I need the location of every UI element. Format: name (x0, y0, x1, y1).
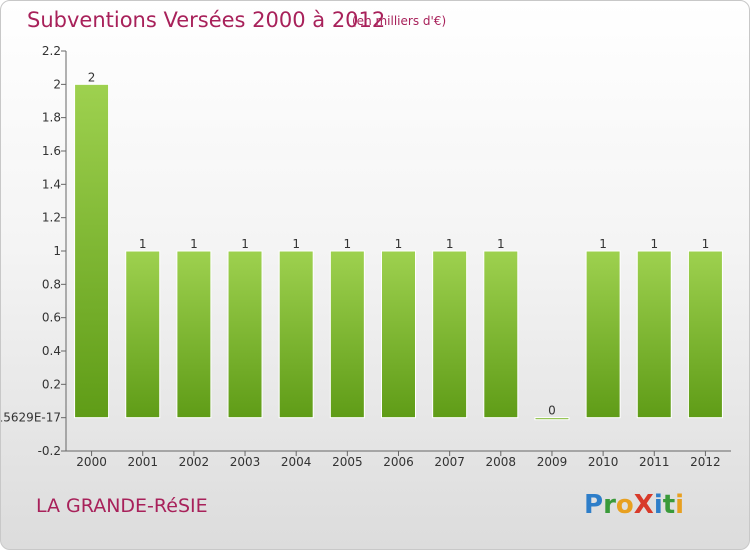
x-tick-label: 2000 (76, 455, 107, 469)
logo-letter: t (662, 490, 676, 520)
bar-2011[interactable] (636, 250, 672, 419)
bar-value-label: 2 (88, 70, 96, 84)
x-tick-label: 2004 (281, 455, 312, 469)
bar-2007[interactable] (432, 250, 468, 419)
y-tick-label: -15629E-17 (1, 411, 61, 425)
bar-value-label: 1 (344, 237, 352, 251)
y-tick-label: 2 (53, 77, 61, 91)
chart-unit-label: (en milliers d'€) (352, 14, 447, 28)
y-tick-label: 1.4 (42, 177, 61, 191)
bar-value-label: 1 (446, 237, 454, 251)
bar-value-label: 0 (548, 404, 556, 418)
bar-2010[interactable] (585, 250, 621, 419)
logo-letter: o (615, 490, 634, 520)
x-tick-label: 2012 (690, 455, 721, 469)
commune-name: LA GRANDE-RéSIE (36, 495, 208, 517)
x-tick-label: 2011 (639, 455, 670, 469)
logo-letter: X (633, 490, 654, 520)
x-tick-label: 2007 (434, 455, 465, 469)
bar-2000[interactable] (74, 83, 110, 419)
bar-value-label: 1 (395, 237, 403, 251)
bar-2009[interactable] (534, 417, 570, 421)
bar-2012[interactable] (687, 250, 723, 419)
bar-2005[interactable] (329, 250, 365, 419)
x-tick-label: 2005 (332, 455, 363, 469)
y-tick-label: 2.2 (42, 44, 61, 58)
bar-value-label: 1 (497, 237, 505, 251)
bars (74, 83, 723, 421)
x-tick-label: 2003 (230, 455, 261, 469)
x-tick-label: 2002 (179, 455, 210, 469)
y-tick-label: 0.4 (42, 344, 61, 358)
axes: -0.2 -15629E-17 0.2 0.4 0.6 0.8 1 1.2 1.4 1.6 1.8 2… (1, 44, 731, 458)
bar-2003[interactable] (227, 250, 263, 419)
bar-value-label: 1 (650, 237, 658, 251)
labels: 2000 2 2001 1 2002 1 2003 1 2004 1 2005 1 2006 1 2007 1… (76, 70, 720, 469)
bar-value-label: 1 (292, 237, 300, 251)
y-tick-label: -0.2 (38, 444, 61, 458)
chart-title: Subventions Versées 2000 à 2012 (27, 8, 386, 32)
x-tick-label: 2008 (486, 455, 517, 469)
y-tick-label: 1 (53, 244, 61, 258)
bar-2002[interactable] (176, 250, 212, 419)
y-tick-label: 0.2 (42, 377, 61, 391)
bar-value-label: 1 (190, 237, 198, 251)
x-tick-label: 2009 (537, 455, 568, 469)
x-tick-label: 2010 (588, 455, 619, 469)
logo-letter: P (584, 490, 604, 520)
y-tick-label: 0.6 (42, 311, 61, 325)
y-tick-label: 1.2 (42, 211, 61, 225)
y-tick-label: 1.8 (42, 111, 61, 125)
bar-2006[interactable] (381, 250, 416, 419)
y-tick-label: 0.8 (42, 277, 61, 291)
x-tick-label: 2001 (127, 455, 158, 469)
bar-value-label: 1 (139, 237, 147, 251)
bar-value-label: 1 (702, 237, 710, 251)
bar-2001[interactable] (125, 250, 161, 419)
bar-value-label: 1 (599, 237, 607, 251)
bar-value-label: 1 (241, 237, 249, 251)
y-tick-label: 1.6 (42, 144, 61, 158)
logo-letter: i (675, 490, 685, 520)
logo-letter: r (603, 490, 616, 520)
logo-letter: i (653, 490, 663, 520)
bar-2004[interactable] (278, 250, 314, 419)
bar-2008[interactable] (483, 250, 519, 419)
x-tick-label: 2006 (383, 455, 414, 469)
